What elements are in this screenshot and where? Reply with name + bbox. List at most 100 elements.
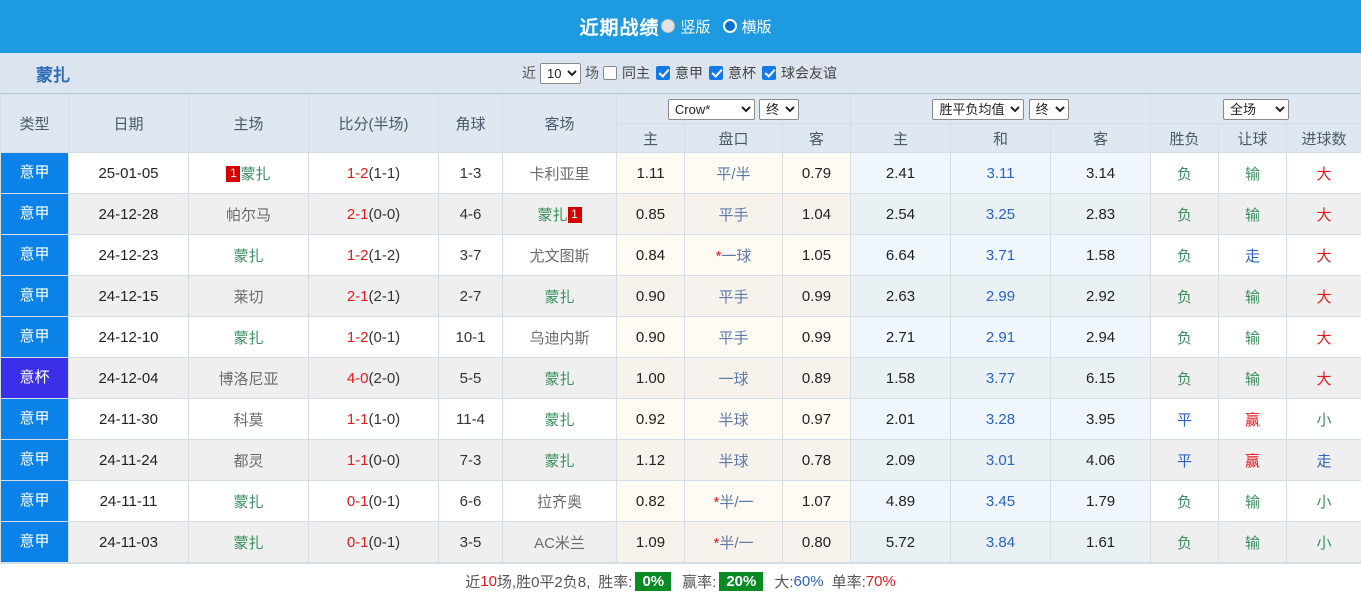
cell-type[interactable]: 意甲 [1,440,69,481]
cell-type[interactable]: 意甲 [1,235,69,276]
cell-type[interactable]: 意杯 [1,358,69,399]
cell-home-team[interactable]: 蒙扎 [189,317,309,358]
cell-type[interactable]: 意甲 [1,399,69,440]
cell-type[interactable]: 意甲 [1,317,69,358]
scope-select[interactable]: 全场上半场 [1223,99,1289,120]
cell-corner: 3-5 [439,522,503,563]
header-sub-handicap[interactable]: 盘口 [685,124,783,153]
cell-score[interactable]: 2-1(2-1) [309,276,439,317]
cell-score[interactable]: 0-1(0-1) [309,522,439,563]
cell-away-team[interactable]: 蒙扎 [503,358,617,399]
cell-type[interactable]: 意甲 [1,481,69,522]
cell-score[interactable]: 1-2(0-1) [309,317,439,358]
cell-home-team[interactable]: 蒙扎 [189,522,309,563]
header-corner[interactable]: 角球 [439,95,503,153]
league-coppa-checkbox[interactable] [709,66,723,80]
league-seriea-label[interactable]: 意甲 [675,63,703,83]
cell-result-wl: 平 [1151,399,1219,440]
league-coppa-label[interactable]: 意杯 [728,63,756,83]
score-fulltime: 1-2 [347,247,369,264]
radio-vertical-view[interactable] [661,19,675,33]
cell-type[interactable]: 意甲 [1,522,69,563]
header-sub-lose[interactable]: 客 [1051,124,1151,153]
cell-result-goals: 小 [1287,522,1361,563]
cell-score[interactable]: 1-2(1-1) [309,153,439,194]
cell-home-team[interactable]: 科莫 [189,399,309,440]
competition-badge: 意甲 [1,440,68,480]
team-label: 帕尔马 [226,207,271,224]
europe-period-select[interactable]: 终初 [1029,99,1069,120]
cell-type[interactable]: 意甲 [1,153,69,194]
score-fulltime: 2-1 [347,288,369,305]
radio-horizontal-view[interactable] [723,19,737,33]
same-home-label[interactable]: 同主 [622,63,650,83]
cell-type[interactable]: 意甲 [1,276,69,317]
header-sub-win[interactable]: 主 [851,124,951,153]
cell-result-wl: 负 [1151,481,1219,522]
cell-lose-odds: 2.83 [1051,194,1151,235]
team-label: 都灵 [233,453,263,470]
cell-home-team[interactable]: 蒙扎 [189,235,309,276]
cell-score[interactable]: 1-1(0-0) [309,440,439,481]
cell-home-team[interactable]: 博洛尼亚 [189,358,309,399]
cell-result-wl: 负 [1151,522,1219,563]
cell-score[interactable]: 4-0(2-0) [309,358,439,399]
cell-type[interactable]: 意甲 [1,194,69,235]
match-count-select[interactable]: 6102030 [540,63,581,84]
header-result-goals[interactable]: 进球数 [1287,124,1361,153]
header-sub-away-odds[interactable]: 客 [783,124,851,153]
cell-home-team[interactable]: 帕尔马 [189,194,309,235]
cell-score[interactable]: 1-1(1-0) [309,399,439,440]
header-type[interactable]: 类型 [1,95,69,153]
cell-away-team[interactable]: 尤文图斯 [503,235,617,276]
cell-away-team[interactable]: 乌迪内斯 [503,317,617,358]
cell-away-team[interactable]: 卡利亚里 [503,153,617,194]
cell-result-wl: 平 [1151,440,1219,481]
radio-vertical-view-label[interactable]: 竖版 [680,16,710,37]
header-sub-draw[interactable]: 和 [951,124,1051,153]
team-label: AC米兰 [534,535,585,552]
cell-away-team[interactable]: 蒙扎 [503,440,617,481]
odds-company-select[interactable]: Crow*Bet365Ladbrokes [668,99,755,120]
cell-home-team[interactable]: 蒙扎 [189,481,309,522]
header-result-wl[interactable]: 胜负 [1151,124,1219,153]
league-friendly-label[interactable]: 球会友谊 [781,63,837,83]
cell-away-odds: 0.99 [783,276,851,317]
header-sub-home-odds[interactable]: 主 [617,124,685,153]
league-seriea-checkbox[interactable] [656,66,670,80]
cell-score[interactable]: 1-2(1-2) [309,235,439,276]
cell-away-team[interactable]: 拉齐奥 [503,481,617,522]
cell-away-team[interactable]: AC米兰 [503,522,617,563]
league-friendly-checkbox[interactable] [762,66,776,80]
cell-corner: 6-6 [439,481,503,522]
cell-away-team[interactable]: 蒙扎 [503,399,617,440]
header-result-handicap[interactable]: 让球 [1219,124,1287,153]
cell-away-team[interactable]: 蒙扎 [503,276,617,317]
team-label: 蒙扎 [233,535,263,552]
cell-home-team[interactable]: 莱切 [189,276,309,317]
cell-score[interactable]: 0-1(0-1) [309,481,439,522]
cell-handicap: *一球 [685,235,783,276]
cell-home-team[interactable]: 都灵 [189,440,309,481]
header-score[interactable]: 比分(半场) [309,95,439,153]
header-date[interactable]: 日期 [69,95,189,153]
odds-type-select[interactable]: 胜平负均值欧赔 [932,99,1024,120]
same-home-checkbox[interactable] [603,66,617,80]
asian-period-select[interactable]: 终初 [759,99,799,120]
cell-score[interactable]: 2-1(0-0) [309,194,439,235]
header-away[interactable]: 客场 [503,95,617,153]
radio-horizontal-view-label[interactable]: 横版 [742,16,772,37]
header-home[interactable]: 主场 [189,95,309,153]
